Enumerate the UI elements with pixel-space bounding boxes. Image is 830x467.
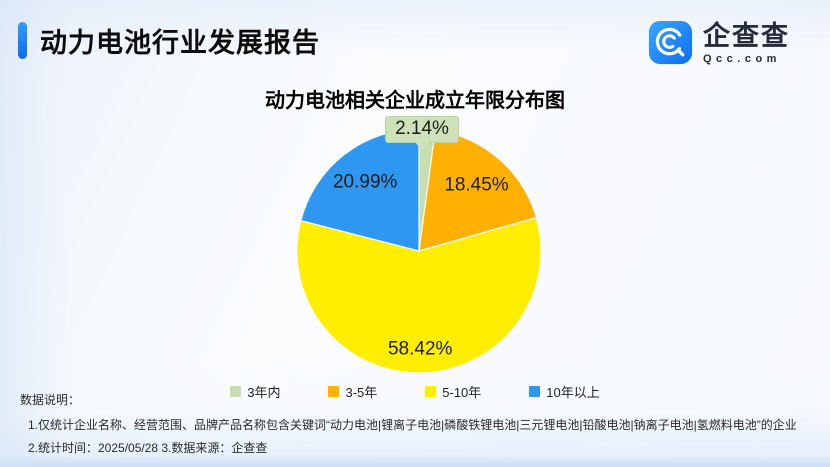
legend-label: 5-10年: [442, 385, 482, 400]
pie-callout: 2.14%: [385, 116, 459, 143]
pie-value-label-10年以上: 20.99%: [333, 172, 398, 193]
pie-slice-5-10年: [296, 216, 542, 374]
legend-item-3-5年: 3-5年: [328, 382, 377, 401]
legend-label: 10年以上: [546, 385, 600, 400]
notes-line-1: 1.仅统计企业名称、经营范围、品牌产品名称包含关键词“动力电池|锂离子电池|磷酸…: [28, 418, 797, 432]
page-title: 动力电池行业发展报告: [40, 28, 320, 58]
pie-legend: 3年内 3-5年 5-10年 10年以上: [0, 382, 830, 401]
legend-swatch: [425, 386, 437, 397]
pie-callout-label: 2.14%: [395, 118, 449, 139]
pie-chart: 18.45% 58.42% 20.99%: [296, 128, 542, 374]
title-accent-bar: [18, 22, 27, 59]
notes-line-2: 2.统计时间：2025/05/28 3.数据来源：企查查: [28, 441, 268, 455]
legend-item-5-10年: 5-10年: [425, 382, 481, 401]
qcc-logo-domain: Qcc.com: [703, 52, 781, 65]
legend-swatch: [328, 386, 340, 397]
legend-swatch: [529, 386, 541, 397]
pie-value-label-5-10年: 58.42%: [388, 339, 453, 360]
pie-value-label-3-5年: 18.45%: [444, 175, 509, 196]
chart-title: 动力电池相关企业成立年限分布图: [265, 90, 565, 112]
qcc-logo-name: 企查查: [703, 20, 790, 51]
report-header: 动力电池行业发展报告: [18, 21, 320, 60]
legend-swatch: [230, 386, 242, 397]
notes-heading: 数据说明：: [20, 393, 81, 407]
legend-item-10年以上: 10年以上: [529, 382, 600, 401]
qcc-logo-text: 企查查 Qcc.com: [703, 21, 790, 65]
legend-item-3年内: 3年内: [230, 382, 280, 401]
legend-label: 3年内: [247, 385, 281, 400]
qcc-logo: 企查查 Qcc.com: [648, 20, 790, 65]
qcc-logo-icon: [648, 20, 693, 65]
legend-label: 3-5年: [345, 385, 378, 400]
